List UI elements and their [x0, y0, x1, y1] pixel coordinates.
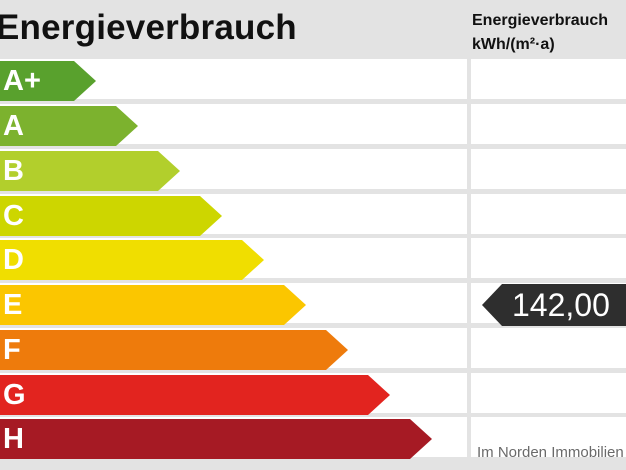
class-arrow-a-plus: A+ — [0, 61, 96, 101]
class-arrow-f: F — [0, 330, 348, 370]
class-label-a-plus: A+ — [3, 65, 41, 97]
class-row-h: H — [0, 417, 467, 457]
class-label-b: B — [3, 155, 24, 187]
chart-title: Energieverbrauch — [0, 8, 297, 47]
class-arrow-a: A — [0, 106, 138, 146]
class-arrow-b: B — [0, 151, 180, 191]
class-row-a: A — [0, 104, 467, 144]
class-row-b: B — [0, 149, 467, 189]
class-label-d: D — [3, 244, 24, 276]
unit-header-line2: kWh/(m²·a) — [472, 36, 555, 53]
class-row-c: C — [0, 194, 467, 234]
value-cell-b — [471, 149, 626, 189]
class-arrow-e: E — [0, 285, 306, 325]
class-row-g: G — [0, 373, 467, 413]
class-row-a-plus: A+ — [0, 59, 467, 99]
value-cell-g — [471, 373, 626, 413]
class-label-h: H — [3, 423, 24, 455]
value-cell-f — [471, 328, 626, 368]
value-cell-a — [471, 104, 626, 144]
class-arrow-g: G — [0, 375, 390, 415]
consumption-value: 142,00 — [512, 287, 610, 323]
class-label-c: C — [3, 200, 24, 232]
value-cell-c — [471, 194, 626, 234]
class-label-a: A — [3, 110, 24, 142]
watermark: Im Norden Immobilien — [477, 444, 624, 461]
class-arrow-d: D — [0, 240, 264, 280]
class-label-g: G — [3, 379, 26, 411]
unit-header: Energieverbrauch kWh/(m²·a) — [472, 9, 608, 57]
value-cell-d — [471, 238, 626, 278]
class-label-f: F — [3, 334, 21, 366]
class-arrow-c: C — [0, 196, 222, 236]
class-label-e: E — [3, 289, 23, 321]
class-row-d: D — [0, 238, 467, 278]
value-cell-h — [471, 417, 626, 457]
class-row-f: F — [0, 328, 467, 368]
consumption-indicator: 142,00 — [482, 284, 626, 326]
class-row-e: E — [0, 283, 467, 323]
value-cell-a-plus — [471, 59, 626, 99]
class-arrow-h: H — [0, 419, 432, 459]
unit-header-line1: Energieverbrauch — [472, 12, 609, 29]
